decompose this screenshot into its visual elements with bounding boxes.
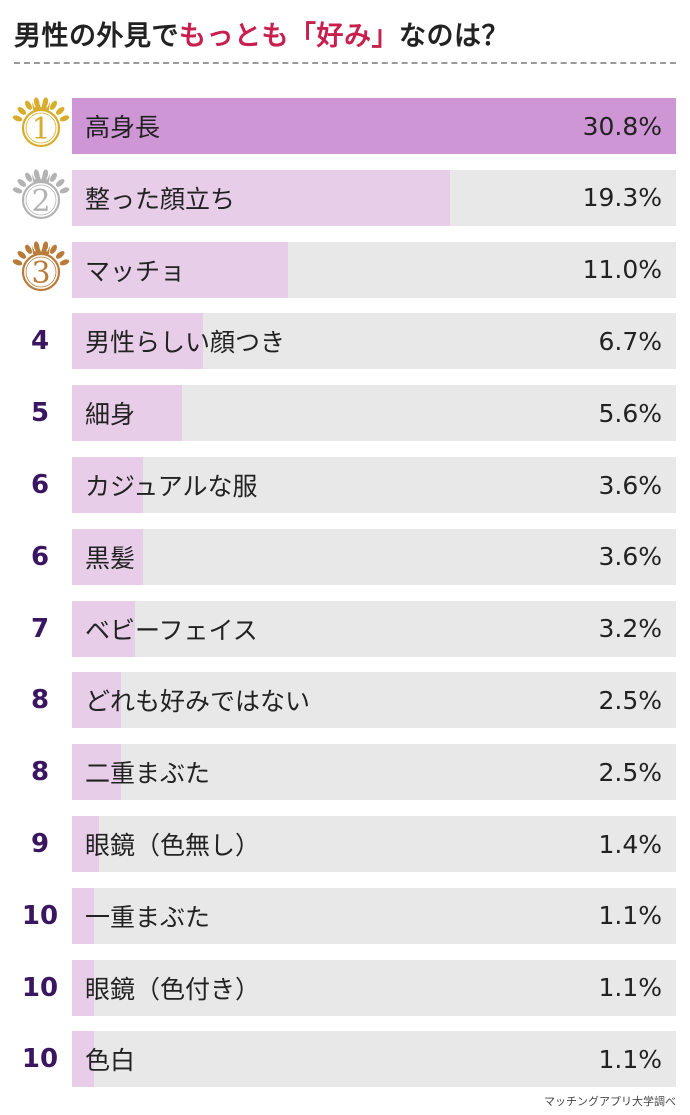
bronze-medal-icon: 3	[12, 241, 70, 291]
rank-number: 9	[30, 829, 50, 859]
bar-label: 細身	[85, 400, 136, 430]
data-label: 30.8%	[582, 111, 662, 141]
data-label: 3.2%	[598, 614, 662, 644]
bar	[72, 98, 676, 154]
data-label: 19.3%	[582, 183, 662, 213]
bar-label: 男性らしい顔つき	[85, 328, 286, 358]
data-label: 3.6%	[598, 542, 662, 572]
bar-row: 10 色白 1.1%	[0, 1031, 690, 1088]
bar	[72, 672, 122, 729]
bar-row: 9 眼鏡（色無し） 1.4%	[0, 816, 690, 872]
bar	[72, 385, 182, 442]
bar	[72, 816, 100, 872]
gold-medal-icon: 1	[12, 97, 70, 148]
rank-number: 10	[21, 972, 59, 1003]
data-label: 6.7%	[598, 326, 662, 356]
data-label: 11.0%	[582, 255, 662, 285]
bar-label: 眼鏡（色無し）	[85, 831, 261, 860]
bar	[72, 313, 204, 370]
title-prefix: 男性の外見で	[14, 21, 179, 52]
bar-track	[72, 1031, 676, 1088]
bar-track	[72, 744, 676, 801]
rank-number: 6	[30, 541, 50, 572]
bar	[72, 528, 143, 585]
source-note: マッチングアプリ大学調べ	[544, 1095, 676, 1108]
rank-number: 7	[30, 613, 50, 644]
rank-number: 2	[31, 184, 50, 219]
bar-row: 5 細身 5.6%	[0, 385, 690, 442]
bar-track	[72, 959, 676, 1016]
bar	[72, 744, 122, 801]
bar-label: 黒髪	[85, 543, 136, 573]
bar	[72, 457, 143, 513]
bar-row: 4 男性らしい顔つき 6.7%	[0, 313, 690, 370]
rank-number: 8	[30, 757, 50, 788]
bar-row: 6 カジュアルな服 3.6%	[0, 457, 690, 513]
rank-number: 4	[30, 326, 50, 357]
bar	[72, 1031, 94, 1088]
data-label: 1.1%	[598, 1044, 662, 1074]
bar-row: 6 黒髪 3.6%	[0, 528, 690, 585]
rank-number: 1	[31, 112, 50, 147]
bar-row: 2 整った顔立ち 19.3%	[0, 169, 690, 226]
chart-title: 男性の外見でもっとも「好み」なのは？	[14, 14, 509, 52]
rank-number: 5	[30, 398, 50, 429]
data-label: 3.6%	[598, 470, 662, 500]
bar-label: どれも好みではない	[85, 687, 311, 717]
title-highlight: もっとも「好み」	[179, 21, 399, 52]
dashed-divider	[14, 62, 676, 64]
bar-track	[72, 528, 676, 585]
bar-track	[72, 887, 676, 944]
bar-track	[72, 816, 676, 872]
data-label: 1.4%	[598, 829, 662, 859]
data-label: 2.5%	[598, 757, 662, 787]
bar-track	[72, 672, 676, 729]
bar-label: 眼鏡（色付き）	[85, 974, 261, 1004]
title-suffix: なのは？	[399, 21, 509, 52]
data-label: 5.6%	[598, 398, 662, 428]
bar	[72, 241, 288, 298]
bar	[72, 887, 94, 944]
data-label: 1.1%	[598, 901, 662, 931]
rank-number: 8	[30, 685, 50, 716]
bar-label: 色白	[85, 1046, 136, 1076]
rank-number: 6	[30, 470, 50, 500]
bar-row: 8 二重まぶた 2.5%	[0, 744, 690, 801]
bar-label: カジュアルな服	[85, 472, 258, 501]
bar-row: 7 ベビーフェイス 3.2%	[0, 600, 690, 657]
rank-number: 10	[21, 1044, 59, 1075]
bar	[72, 169, 451, 226]
rank-number: 3	[31, 256, 50, 291]
data-label: 1.1%	[598, 973, 662, 1003]
bar-row: 8 どれも好みではない 2.5%	[0, 672, 690, 729]
bar-label: 整った顔立ち	[85, 184, 236, 214]
bar-label: 二重まぶた	[85, 759, 211, 789]
bar-label: マッチョ	[85, 256, 186, 286]
bar-row: 3 マッチョ 11.0%	[0, 241, 690, 298]
bar-row: 10 眼鏡（色付き） 1.1%	[0, 959, 690, 1016]
bar-row: 10 一重まぶた 1.1%	[0, 887, 690, 944]
silver-medal-icon: 2	[12, 169, 70, 219]
bar-track	[72, 600, 676, 657]
data-label: 2.5%	[598, 685, 662, 715]
bar-row: 1 高身長 30.8%	[0, 97, 690, 154]
bar-track	[72, 457, 676, 513]
bar	[72, 959, 94, 1016]
bar-label: 高身長	[85, 113, 161, 142]
bar-label: 一重まぶた	[85, 902, 211, 932]
bar	[72, 600, 135, 657]
bar-label: ベビーフェイス	[85, 615, 258, 645]
rank-number: 10	[21, 900, 59, 931]
